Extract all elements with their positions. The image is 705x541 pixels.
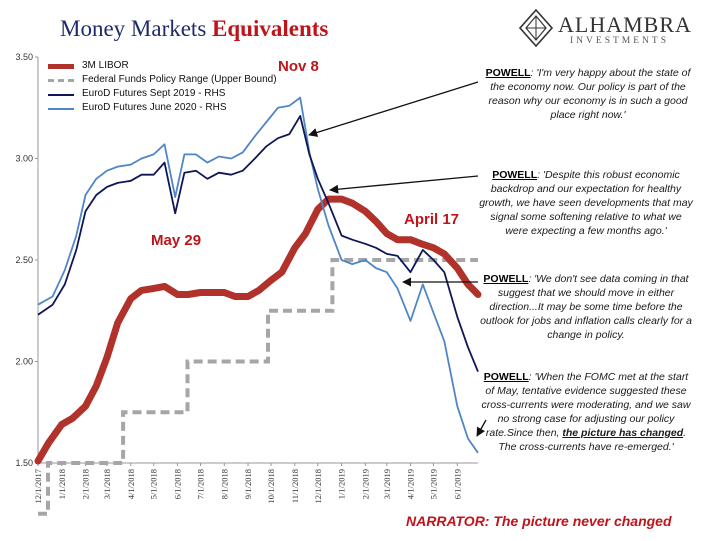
logo-name: ALHAMBRA [558, 12, 692, 37]
x-tick-label: 2/1/2018 [81, 469, 91, 499]
arrow-jan [329, 175, 479, 194]
legend-swatch-sept2019 [48, 94, 74, 96]
legend-swatch-fed [48, 79, 74, 82]
series-line-fed [38, 258, 478, 516]
quote-4-highlight: the picture has changed [562, 427, 684, 439]
x-tick-label: 6/1/2019 [452, 469, 462, 499]
logo-subtitle: INVESTMENTS [570, 36, 669, 46]
y-tick-label: 3.50 [15, 52, 33, 62]
y-tick-label: 3.00 [15, 154, 33, 164]
x-tick-label: 11/1/2018 [290, 469, 300, 503]
legend-swatch-libor [48, 64, 74, 69]
x-tick-label: 12/1/2017 [33, 469, 43, 503]
title-emphasis: Equivalents [212, 16, 329, 41]
x-tick-label: 9/1/2018 [243, 469, 253, 499]
annotation-may29: May 29 [151, 232, 202, 249]
x-tick-label: 4/1/2018 [126, 469, 136, 499]
quote-4-text-after: . The cross-currents have re-emerged.' [498, 427, 687, 453]
x-tick-label: 6/1/2018 [173, 469, 183, 499]
series-line-june2020 [37, 96, 479, 454]
diamond-logo-icon [518, 8, 554, 48]
x-tick-label: 1/1/2018 [57, 469, 67, 499]
chart-title: Money Markets Equivalents [60, 16, 328, 42]
series-line-sept2019 [37, 115, 479, 372]
title-plain: Money Markets [60, 16, 213, 41]
arrow-layer [308, 81, 487, 437]
x-tick-label: 4/1/2019 [406, 469, 416, 499]
quote-1: POWELL: 'I'm very happy about the state … [482, 66, 694, 122]
quote-4-text: : 'When the FOMC met at the start of May… [481, 371, 691, 439]
quote-1-speaker: POWELL [485, 67, 531, 79]
quote-1-text: : 'I'm very happy about the state of the… [488, 67, 691, 121]
chart-axes: 1.50 2.00 2.50 3.00 3.50 12/1/2017 1/1/2018 2/1… [15, 52, 478, 503]
legend-label-june2020: EuroD Futures June 2020 - RHS [82, 102, 227, 113]
arrow-jun [476, 419, 487, 437]
legend-label-fed: Federal Funds Policy Range (Upper Bound) [82, 74, 277, 85]
quote-2: POWELL: 'Despite this robust economic ba… [478, 168, 694, 238]
y-tick-label: 2.00 [15, 357, 33, 367]
y-tick-label: 2.50 [15, 255, 33, 265]
quote-2-speaker: POWELL [492, 169, 538, 181]
quote-4: POWELL: 'When the FOMC met at the start … [478, 370, 694, 454]
alhambra-logo: ALHAMBRA INVESTMENTS [518, 8, 698, 52]
x-tick-label: 5/1/2018 [149, 469, 159, 499]
quote-3: POWELL: 'We don't see data coming in tha… [478, 272, 694, 342]
annotation-nov8: Nov 8 [278, 58, 319, 75]
x-tick-label: 1/1/2019 [337, 469, 347, 499]
quote-3-speaker: POWELL [483, 273, 529, 285]
x-tick-label: 7/1/2018 [196, 469, 206, 499]
legend-label-sept2019: EuroD Futures Sept 2019 - RHS [82, 88, 226, 99]
annotation-april17: April 17 [404, 211, 460, 228]
quote-3-text: : 'We don't see data coming in that sugg… [480, 273, 692, 341]
quote-4-speaker: POWELL [483, 371, 529, 383]
x-tick-label: 3/1/2018 [102, 469, 112, 499]
series-layer [34, 96, 482, 516]
series-line-libor [34, 195, 482, 465]
x-tick-label: 8/1/2018 [219, 469, 229, 499]
narrator-caption: NARRATOR: The picture never changed [406, 513, 672, 529]
arrow-nov8 [308, 81, 479, 137]
quote-2-text: : 'Despite this robust economic backdrop… [479, 169, 693, 237]
x-tick-label: 10/1/2018 [266, 469, 276, 503]
legend-label-libor: 3M LIBOR [82, 60, 129, 71]
x-tick-label: 12/1/2018 [313, 469, 323, 503]
y-tick-label: 1.50 [15, 458, 33, 468]
legend-swatch-june2020 [48, 108, 74, 110]
x-tick-label: 2/1/2019 [360, 469, 370, 499]
x-tick-label: 3/1/2019 [382, 469, 392, 499]
x-tick-label: 5/1/2019 [429, 469, 439, 499]
